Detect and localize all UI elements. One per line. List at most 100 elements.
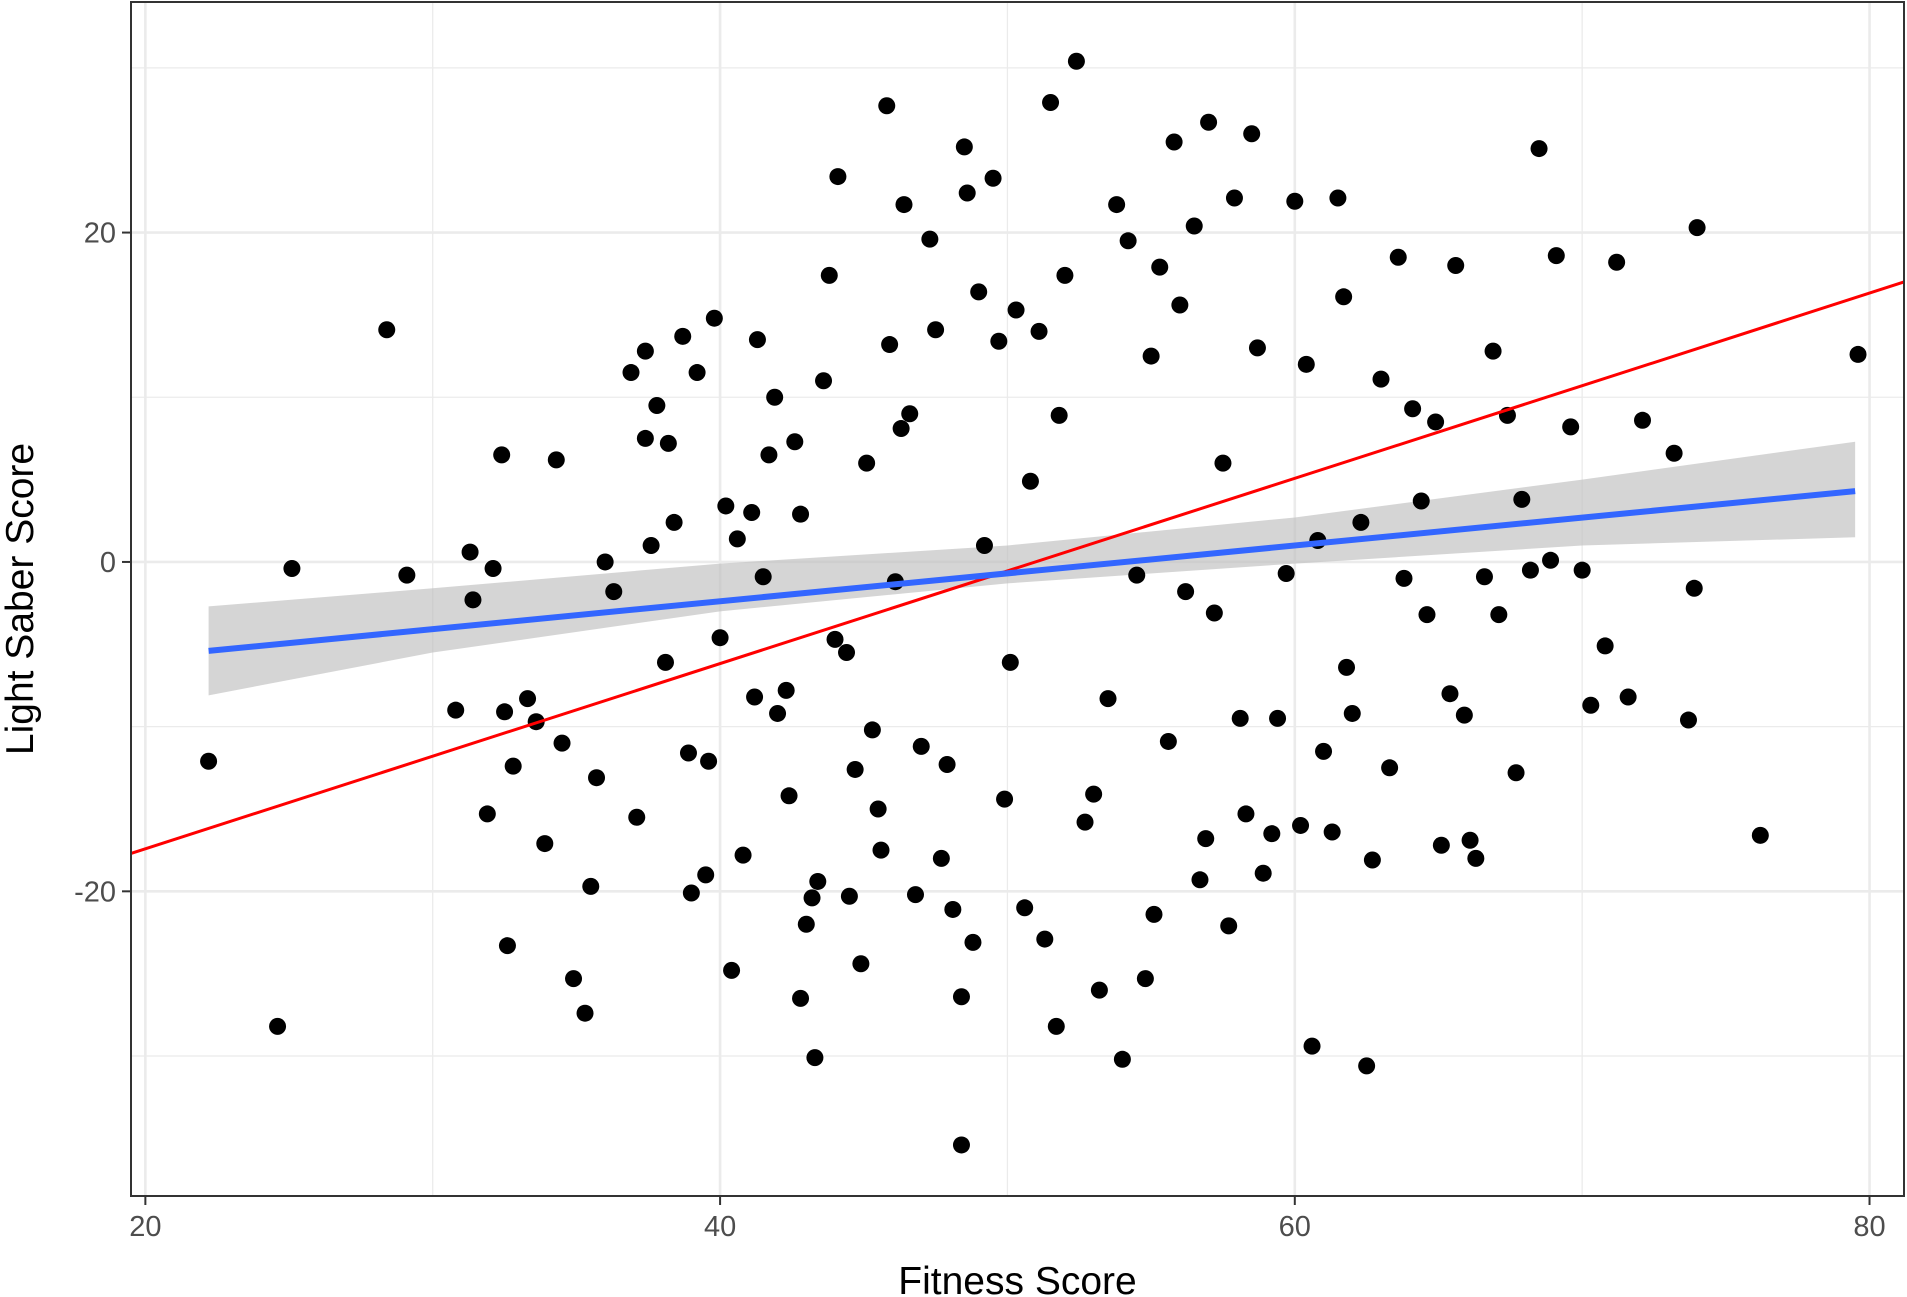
- data-point: [734, 846, 752, 864]
- data-point: [777, 681, 795, 699]
- data-point: [938, 756, 956, 774]
- data-point: [1418, 606, 1436, 624]
- data-point: [1323, 823, 1341, 841]
- y-tick-label: 0: [100, 547, 116, 579]
- data-point: [1200, 113, 1218, 131]
- data-point: [1521, 561, 1539, 579]
- data-point: [863, 721, 881, 739]
- data-point: [944, 900, 962, 918]
- data-point: [636, 429, 654, 447]
- data-point: [1056, 266, 1074, 284]
- data-point: [596, 553, 614, 571]
- data-point: [1530, 140, 1548, 158]
- data-point: [1447, 257, 1465, 275]
- data-point: [815, 372, 833, 390]
- data-point: [674, 327, 692, 345]
- data-point: [1562, 418, 1580, 436]
- data-point: [990, 332, 1008, 350]
- data-point: [1030, 322, 1048, 340]
- y-axis-ticks: -20 0 20: [74, 218, 131, 908]
- data-point: [1085, 785, 1103, 803]
- data-point: [1685, 579, 1703, 597]
- data-point: [1427, 413, 1445, 431]
- data-point: [1237, 805, 1255, 823]
- data-point: [682, 884, 700, 902]
- data-point: [921, 230, 939, 248]
- data-point: [1001, 653, 1019, 671]
- data-point: [1507, 764, 1525, 782]
- data-point: [754, 568, 772, 586]
- data-point: [565, 970, 583, 988]
- data-point: [576, 1004, 594, 1022]
- data-point: [869, 800, 887, 818]
- data-point: [1389, 248, 1407, 266]
- data-point: [826, 630, 844, 648]
- data-points: [200, 52, 1867, 1154]
- x-axis-title: Fitness Score: [898, 1260, 1136, 1297]
- data-point: [605, 583, 623, 601]
- data-point: [1849, 345, 1867, 363]
- data-point: [748, 331, 766, 349]
- data-point: [378, 321, 396, 339]
- data-point: [1358, 1057, 1376, 1075]
- data-point: [1467, 849, 1485, 867]
- data-point: [1159, 732, 1177, 750]
- data-point: [1165, 133, 1183, 151]
- data-point: [553, 734, 571, 752]
- y-tick-label: 20: [84, 218, 116, 250]
- data-point: [1205, 604, 1223, 622]
- data-point: [1220, 917, 1238, 935]
- data-point: [1021, 472, 1039, 490]
- data-point: [200, 752, 218, 770]
- trend-lines: [130, 280, 1905, 855]
- y-tick-label: -20: [74, 876, 116, 908]
- data-point: [648, 396, 666, 414]
- data-point: [766, 388, 784, 406]
- data-point: [878, 97, 896, 115]
- data-point: [829, 168, 847, 186]
- data-point: [1151, 258, 1169, 276]
- data-point: [1412, 492, 1430, 510]
- data-point: [1542, 551, 1560, 569]
- data-point: [688, 364, 706, 382]
- data-point: [656, 653, 674, 671]
- data-point: [792, 989, 810, 1007]
- data-point: [705, 309, 723, 327]
- data-point: [952, 988, 970, 1006]
- data-point: [283, 560, 301, 578]
- grid-lines: [131, 2, 1904, 1196]
- data-point: [955, 138, 973, 156]
- data-point: [1547, 247, 1565, 265]
- data-point: [622, 364, 640, 382]
- data-point: [269, 1017, 287, 1035]
- data-point: [1608, 253, 1626, 271]
- data-point: [461, 543, 479, 561]
- data-point: [838, 644, 856, 662]
- data-point: [792, 505, 810, 523]
- data-point: [1303, 1037, 1321, 1055]
- data-point: [809, 872, 827, 890]
- data-point: [858, 454, 876, 472]
- data-point: [1042, 93, 1060, 111]
- data-point: [447, 701, 465, 719]
- fit-line: [208, 488, 1856, 654]
- data-point: [1395, 569, 1413, 587]
- x-tick-label: 40: [704, 1211, 736, 1243]
- data-point: [1315, 742, 1333, 760]
- x-tick-label: 80: [1853, 1211, 1885, 1243]
- data-point: [1047, 1017, 1065, 1035]
- data-point: [1404, 400, 1422, 418]
- data-point: [1214, 454, 1232, 472]
- data-point: [1596, 637, 1614, 655]
- data-point: [1269, 709, 1287, 727]
- data-point: [697, 866, 715, 884]
- data-point: [1292, 816, 1310, 834]
- data-point: [1573, 561, 1591, 579]
- data-point: [1036, 930, 1054, 948]
- data-point: [1329, 189, 1347, 207]
- data-point: [1381, 759, 1399, 777]
- data-point: [1191, 871, 1209, 889]
- data-point: [1263, 825, 1281, 843]
- data-point: [1441, 685, 1459, 703]
